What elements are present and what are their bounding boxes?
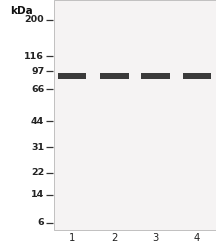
Text: 200: 200 — [25, 15, 44, 24]
Text: 31: 31 — [31, 143, 44, 151]
Bar — [54, 0, 216, 230]
Text: 4: 4 — [194, 233, 200, 243]
Text: 14: 14 — [31, 190, 44, 199]
Text: 66: 66 — [31, 85, 44, 94]
Bar — [100, 73, 129, 79]
Bar — [141, 73, 170, 79]
Text: 116: 116 — [24, 52, 44, 61]
Text: 3: 3 — [152, 233, 159, 243]
Text: 97: 97 — [31, 67, 44, 75]
Text: 2: 2 — [111, 233, 118, 243]
Bar — [58, 73, 86, 79]
Text: 44: 44 — [31, 117, 44, 126]
Text: 22: 22 — [31, 168, 44, 177]
Bar — [183, 73, 211, 79]
Text: kDa: kDa — [10, 6, 33, 16]
Text: 6: 6 — [38, 219, 44, 227]
Text: 1: 1 — [69, 233, 76, 243]
